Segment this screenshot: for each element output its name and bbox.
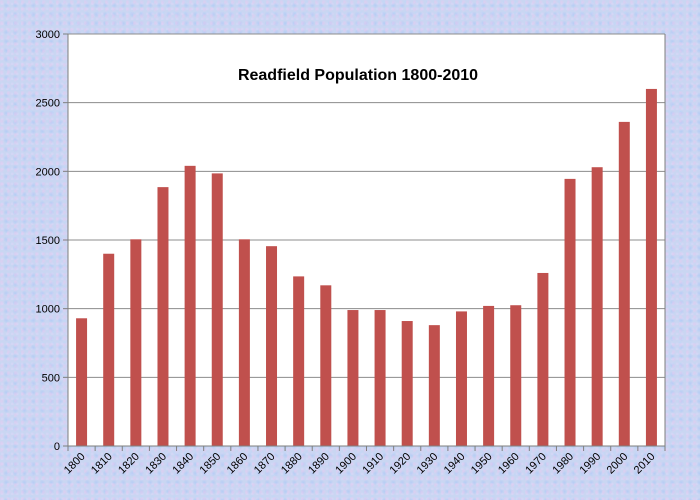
x-tick-label: 1910: [360, 451, 386, 477]
x-tick-label: 1880: [279, 451, 305, 477]
x-tick-label: 1860: [225, 451, 251, 477]
bar-1880: [293, 276, 305, 446]
bars: [76, 88, 657, 447]
bar-1950: [483, 305, 495, 446]
x-tick-label: 1820: [116, 451, 142, 477]
bar-2010: [645, 88, 657, 446]
bar-1850: [211, 173, 223, 447]
y-tick-label: 0: [54, 441, 60, 453]
bar-1800: [76, 318, 88, 446]
x-tick-label: 1850: [198, 451, 224, 477]
bar-1860: [238, 239, 250, 446]
x-tick-label: 1890: [306, 451, 332, 477]
x-tick-label: 2010: [632, 451, 658, 477]
x-tick-label: 1970: [523, 451, 549, 477]
bar-1920: [401, 321, 413, 446]
bar-1900: [347, 310, 359, 446]
x-tick-label: 1830: [143, 451, 169, 477]
y-tick-label: 1500: [36, 235, 60, 247]
x-tick-labels: 1800 1810 1820 1830 1840 1850 1860 1870 1880 1890…: [62, 451, 658, 477]
y-tick-label: 1000: [36, 304, 60, 316]
bar-1910: [374, 310, 386, 446]
y-tick-label: 3000: [36, 29, 60, 41]
x-tick-label: 1840: [170, 451, 196, 477]
x-tick-label: 2000: [605, 451, 631, 477]
y-tick-label: 2000: [36, 166, 60, 178]
x-tick-label: 1810: [89, 451, 115, 477]
x-tick-label: 1950: [469, 451, 495, 477]
bar-1940: [455, 311, 467, 446]
x-tick-label: 1990: [577, 451, 603, 477]
bar-1970: [537, 272, 549, 446]
x-tick-label: 1800: [62, 451, 88, 477]
bar-1930: [428, 325, 440, 446]
bar-1810: [103, 253, 115, 446]
chart-title: Readfield Population 1800-2010: [238, 67, 478, 84]
bar-1840: [184, 165, 196, 446]
x-tick-label: 1960: [496, 451, 522, 477]
bar-1990: [591, 167, 603, 447]
x-tick-label: 1900: [333, 451, 359, 477]
x-tick-label: 1870: [252, 451, 278, 477]
bar-1890: [320, 285, 332, 446]
bar-1960: [510, 305, 522, 446]
bar-1820: [130, 239, 142, 446]
bar-2000: [618, 121, 630, 446]
bar-1870: [266, 246, 278, 446]
x-tick-label: 1930: [415, 451, 441, 477]
x-tick-label: 1980: [550, 451, 576, 477]
bar-1980: [564, 178, 576, 447]
y-tick-label: 2500: [36, 98, 60, 110]
y-tick-label: 500: [42, 372, 60, 384]
axes: [67, 34, 666, 451]
bar-1830: [157, 187, 169, 447]
x-tick-label: 1940: [442, 451, 468, 477]
y-tick-labels: 0 500 1000 1500 2000 2500 3000: [36, 29, 60, 453]
x-tick-label: 1920: [388, 451, 414, 477]
